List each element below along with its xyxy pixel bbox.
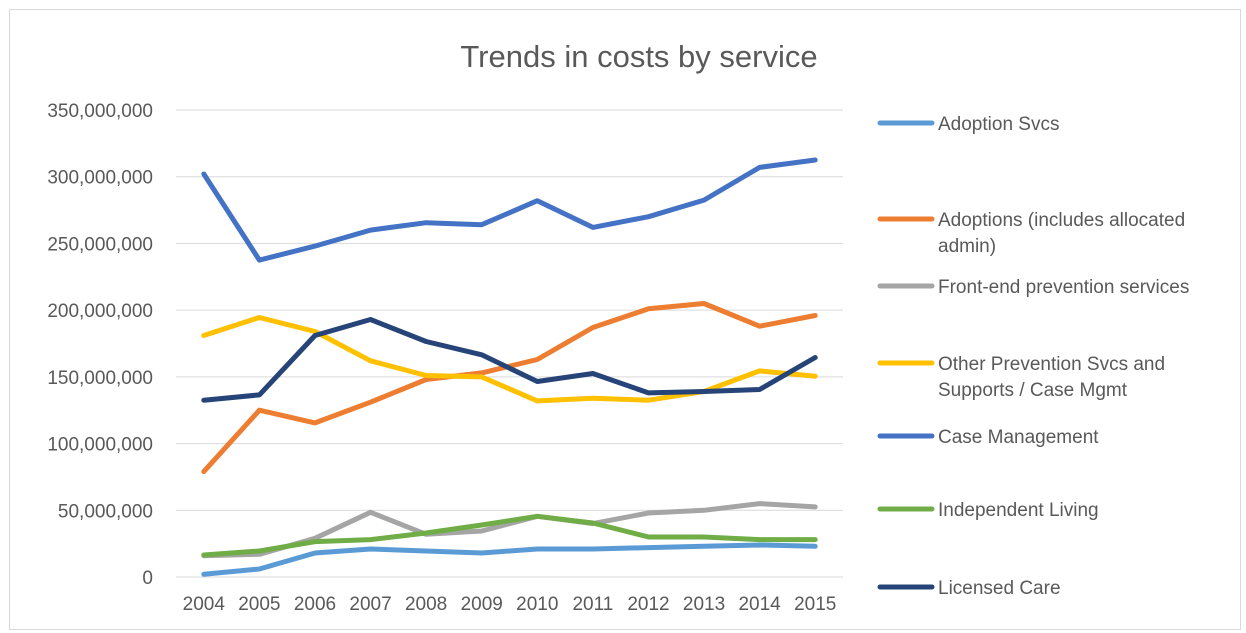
series-lines [201,157,818,577]
y-tick-label: 350,000,000 [47,101,153,122]
series-line-6 [201,317,818,403]
series-line-5 [201,513,818,558]
legend-label: Front-end prevention services [938,277,1189,298]
legend-label: Other Prevention Svcs and Supports / Case… [938,354,1165,401]
x-tick-label: 2014 [738,594,781,615]
y-tick-label: 250,000,000 [47,234,153,255]
y-tick-label: 0 [142,568,153,589]
y-tick-label: 300,000,000 [47,168,153,189]
series-line-4 [201,157,818,263]
legend-label: Case Management [938,427,1099,448]
x-tick-label: 2015 [794,594,836,615]
x-tick-label: 2004 [183,594,226,615]
series-line-0 [201,542,818,577]
legend-entry: Licensed Care [877,578,1061,599]
chart-title: Trends in costs by service [460,39,817,74]
gridlines [176,109,843,578]
x-tick-label: 2012 [627,594,669,615]
x-tick-label: 2007 [349,594,391,615]
y-tick-label: 200,000,000 [47,301,153,322]
line-chart: Trends in costs by service 0 50,000,000 10… [47,39,1189,615]
chart-area: Trends in costs by service 0 50,000,000 10… [9,9,1241,630]
y-axis: 0 50,000,000 100,000,000 150,000,000 200,000… [47,101,153,589]
x-tick-label: 2005 [238,594,280,615]
x-tick-label: 2013 [683,594,725,615]
legend-label: Adoption Svcs [938,114,1059,135]
legend-label: Adoptions (includes allocated admin) [938,210,1185,257]
legend-entry: Other Prevention Svcs and Supports / Case… [877,354,1165,401]
y-tick-label: 150,000,000 [47,368,153,389]
legend-entry: Independent Living [877,500,1099,521]
x-tick-label: 2011 [572,594,613,615]
x-tick-label: 2009 [461,594,503,615]
legend-entry: Case Management [877,427,1099,448]
legend-label: Licensed Care [938,578,1061,599]
series-line-3 [201,315,818,404]
x-axis: 2004 2005 2006 2007 2008 2009 2010 2011 2012 2013… [183,594,837,615]
x-tick-label: 2010 [516,594,558,615]
legend-entry: Front-end prevention services [877,277,1189,298]
legend-label: Independent Living [938,500,1099,521]
legend: Adoption Svcs Adoptions (includes allocat… [877,114,1189,599]
legend-entry: Adoptions (includes allocated admin) [877,210,1185,257]
legend-entry: Adoption Svcs [877,114,1059,135]
y-tick-label: 100,000,000 [47,435,153,456]
x-tick-label: 2006 [294,594,336,615]
x-tick-label: 2008 [405,594,447,615]
y-tick-label: 50,000,000 [58,501,153,522]
